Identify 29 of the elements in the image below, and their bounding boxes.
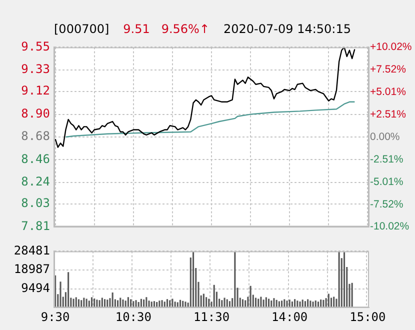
y2-tick-label: -5.01% xyxy=(370,176,404,188)
text: 2020-07-09 14:50:15 xyxy=(224,22,351,36)
chart-subtitle: 9.51 9.56%↑ xyxy=(123,22,210,36)
x-tick-label: 9:30 xyxy=(40,310,70,324)
x-tick-label: 10:30 xyxy=(115,310,152,324)
y-tick-label: 7.81 xyxy=(21,218,50,233)
x-tick-label: 11:30 xyxy=(193,310,230,324)
chart-title: [000700] xyxy=(54,22,110,36)
y2-tick-label: +7.52% xyxy=(370,63,406,76)
y2-tick-label: 0.00% xyxy=(370,130,400,143)
y-tick-label: 18987 xyxy=(14,262,50,276)
y-tick-label: 8.68 xyxy=(21,129,50,144)
y2-tick-label: +10.02% xyxy=(370,41,412,54)
y-tick-label: 9.55 xyxy=(21,39,50,54)
y-tick-label: 8.03 xyxy=(21,196,50,210)
y2-tick-label: +5.01% xyxy=(370,86,406,98)
x-tick-label: 14:00 xyxy=(272,310,308,324)
x-tick-label: 15:00 xyxy=(350,310,386,324)
y2-tick-label: -2.51% xyxy=(370,153,404,166)
y2-tick-label: +2.51% xyxy=(370,108,406,120)
y-tick-label: 9.33 xyxy=(21,62,50,76)
y-tick-label: 8.90 xyxy=(21,106,50,120)
y-tick-label: 9.12 xyxy=(21,84,50,98)
y-tick-label: 28481 xyxy=(14,243,50,258)
y2-tick-label: -7.52% xyxy=(370,198,404,210)
y-tick-label: 9494 xyxy=(21,280,50,295)
y-tick-label: 8.24 xyxy=(21,174,50,189)
y2-tick-label: -10.02% xyxy=(370,220,410,233)
y-tick-label: 8.46 xyxy=(21,152,50,166)
